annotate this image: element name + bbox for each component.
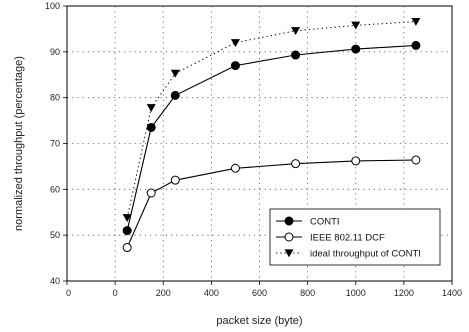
- data-point: [291, 159, 301, 169]
- data-point: [230, 61, 240, 71]
- legend-label: CONTI: [310, 217, 340, 228]
- y-axis-title: normalized throughput (percentage): [13, 56, 25, 231]
- data-point: [351, 44, 361, 54]
- series-line: [126, 21, 416, 218]
- data-point: [291, 50, 301, 60]
- x-axis-title: packet size (byte): [216, 315, 302, 327]
- legend-item: CONTI: [276, 216, 340, 228]
- data-point: [122, 214, 132, 223]
- x-tick-label: 400: [204, 288, 219, 298]
- x-tick-label: 600: [252, 288, 267, 298]
- data-point: [351, 156, 361, 166]
- y-tick-label: 90: [50, 47, 60, 57]
- series-3: [122, 17, 421, 223]
- x-tick-label: 0: [113, 288, 118, 298]
- series-line: [126, 44, 416, 231]
- legend-item: ideal throughput of CONTI: [276, 249, 421, 260]
- data-point: [230, 39, 240, 47]
- series-2: [122, 155, 421, 253]
- data-point: [170, 69, 180, 78]
- legend: CONTI IEEE 802.11 DCF ideal throughput of …: [269, 208, 441, 266]
- data-point: [351, 21, 361, 30]
- y-tick-label: 100: [45, 1, 60, 11]
- data-point: [411, 155, 421, 165]
- series-layer: [122, 17, 421, 253]
- y-tick-label: 70: [50, 139, 60, 149]
- data-point: [122, 226, 132, 236]
- x-tick-label: 1400: [442, 288, 462, 298]
- data-point: [146, 122, 156, 132]
- legend-marker: [284, 232, 294, 242]
- x-tick-label: 0: [66, 288, 71, 298]
- x-axis: 0 0 200 400 600 800 1000 1200 1400: [66, 281, 462, 298]
- legend-label: ideal throughput of CONTI: [310, 249, 421, 260]
- data-point: [411, 17, 421, 26]
- legend-marker: [284, 216, 294, 226]
- data-point: [230, 163, 240, 173]
- legend-label: IEEE 802.11 DCF: [310, 233, 385, 244]
- legend-item: IEEE 802.11 DCF: [276, 232, 385, 244]
- data-point: [146, 104, 156, 113]
- series-1: [122, 40, 421, 236]
- y-axis: 40 50 60 70 80 90 100: [45, 1, 67, 286]
- data-point: [170, 90, 180, 100]
- y-tick-label: 60: [50, 184, 60, 194]
- x-tick-label: 1000: [346, 288, 366, 298]
- data-point: [291, 27, 301, 36]
- data-point: [122, 243, 132, 253]
- data-point: [170, 175, 180, 185]
- data-point: [411, 40, 421, 50]
- x-tick-label: 800: [300, 288, 315, 298]
- x-tick-label: 1200: [394, 288, 414, 298]
- data-point: [146, 188, 156, 198]
- legend-marker: [284, 249, 294, 258]
- y-tick-label: 50: [50, 230, 60, 240]
- x-tick-label: 200: [156, 288, 171, 298]
- y-tick-label: 40: [50, 276, 60, 286]
- y-tick-label: 80: [50, 93, 60, 103]
